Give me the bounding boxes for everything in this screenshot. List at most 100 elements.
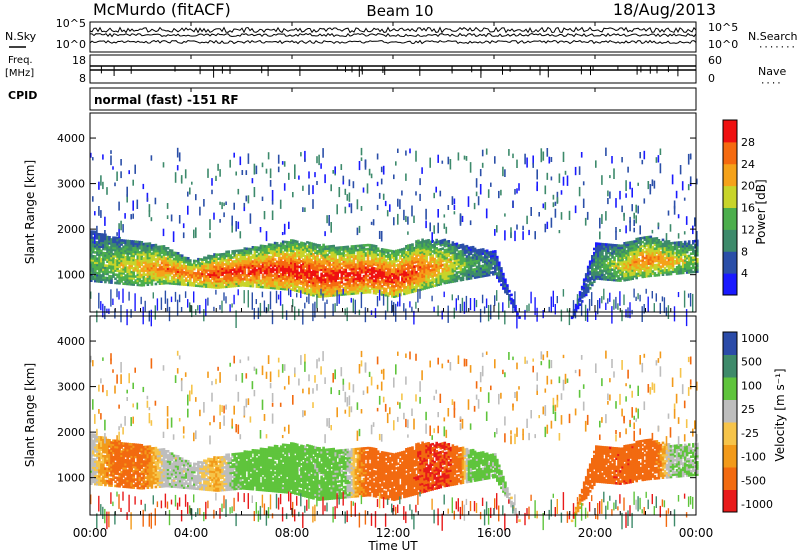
power-cell xyxy=(231,252,234,255)
power-cell xyxy=(130,309,132,318)
power-cell xyxy=(334,256,337,260)
power-cell xyxy=(241,279,245,283)
power-cell xyxy=(593,251,596,255)
power-cell xyxy=(419,245,422,248)
power-cell xyxy=(283,223,286,235)
power-cell xyxy=(378,284,382,288)
power-cell xyxy=(108,258,111,262)
power-cell xyxy=(417,264,420,267)
power-cell xyxy=(629,251,632,254)
power-cell xyxy=(370,260,374,264)
power-cell xyxy=(433,280,436,283)
power-cell xyxy=(292,251,295,255)
power-cell xyxy=(94,251,97,254)
power-cell xyxy=(427,279,430,283)
power-cell xyxy=(292,259,295,263)
power-cell xyxy=(429,283,432,287)
power-cell xyxy=(449,247,453,251)
power-cell xyxy=(358,267,362,270)
power-cell xyxy=(627,263,630,267)
power-cell xyxy=(358,287,362,291)
power-cell xyxy=(338,250,342,253)
power-cell xyxy=(389,278,392,281)
power-cell xyxy=(475,253,479,256)
power-cell xyxy=(382,269,386,272)
power-cell xyxy=(397,284,400,287)
power-cell xyxy=(538,212,540,217)
power-cell xyxy=(625,274,628,277)
power-cell xyxy=(494,295,496,306)
power-cell xyxy=(423,270,426,274)
power-cell xyxy=(310,275,313,278)
power-cell xyxy=(435,277,438,281)
power-cell xyxy=(110,262,113,266)
power-cell xyxy=(312,185,314,195)
freq-label: Freq. xyxy=(8,55,33,66)
power-cell xyxy=(180,307,183,313)
power-cell xyxy=(306,263,309,267)
power-cell xyxy=(609,257,612,261)
power-cell xyxy=(277,281,281,284)
power-cell xyxy=(348,290,352,294)
power-cell xyxy=(441,251,445,255)
power-cell xyxy=(599,217,601,229)
power-cell xyxy=(209,219,211,230)
power-cell xyxy=(265,286,269,289)
power-cell xyxy=(273,252,277,255)
power-cell xyxy=(376,257,380,261)
power-cell xyxy=(330,251,333,254)
freq-trace xyxy=(90,65,696,78)
power-cell xyxy=(265,269,269,273)
power-cell xyxy=(100,245,103,249)
power-cell xyxy=(447,246,451,249)
power-cell xyxy=(314,301,316,318)
power-cell xyxy=(102,258,105,261)
power-cell xyxy=(176,272,180,276)
power-cell xyxy=(211,267,214,270)
power-cell xyxy=(209,269,212,272)
power-cell xyxy=(283,253,287,256)
power-cell xyxy=(318,248,321,251)
power-cell xyxy=(619,244,622,248)
power-cell xyxy=(407,277,410,280)
power-cell xyxy=(290,288,293,291)
power-cell xyxy=(360,244,364,247)
power-cell xyxy=(124,257,127,261)
power-cell xyxy=(178,254,182,257)
power-cell xyxy=(358,263,362,266)
power-cell xyxy=(279,275,283,278)
power-cell xyxy=(146,192,149,202)
power-cell xyxy=(112,261,115,264)
power-cell xyxy=(306,284,309,287)
power-cell xyxy=(372,287,376,291)
power-cell xyxy=(395,278,398,281)
power-cell xyxy=(455,254,459,258)
power-cell xyxy=(215,257,218,261)
power-cell xyxy=(419,269,422,273)
power-cell xyxy=(308,290,311,294)
power-cell xyxy=(465,273,469,277)
power-cell xyxy=(453,269,457,273)
power-cell xyxy=(356,285,360,289)
power-cell xyxy=(487,263,491,267)
power-cell xyxy=(425,286,428,290)
power-cell xyxy=(469,246,473,249)
power-cell xyxy=(417,280,420,284)
power-cell xyxy=(603,257,606,260)
power-cell xyxy=(259,254,263,258)
power-cell xyxy=(376,247,380,250)
power-cell xyxy=(176,258,180,261)
power-cell xyxy=(344,249,348,253)
power-cell xyxy=(243,273,247,277)
power-cell xyxy=(326,290,329,294)
power-cell xyxy=(324,266,327,269)
power-cell xyxy=(514,307,517,310)
power-cell xyxy=(219,273,222,277)
power-cell xyxy=(102,266,105,269)
power-cell xyxy=(401,254,404,257)
power-cell xyxy=(421,267,424,270)
power-cell xyxy=(403,251,406,255)
power-cell xyxy=(300,251,303,255)
power-cell xyxy=(271,260,275,263)
power-cell xyxy=(225,285,228,289)
